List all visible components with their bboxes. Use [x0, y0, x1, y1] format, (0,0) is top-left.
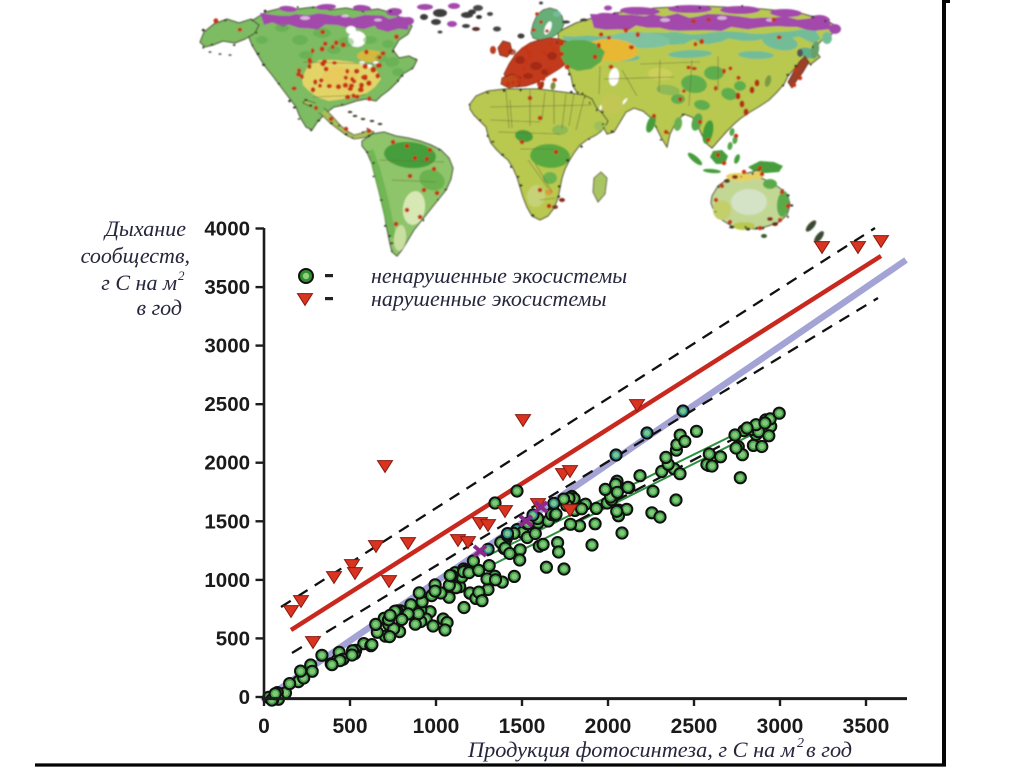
svg-text:4000: 4000 — [204, 218, 250, 241]
svg-text:Продукция фотосинтеза, г С на: Продукция фотосинтеза, г С на м — [467, 737, 795, 762]
svg-text:2500: 2500 — [204, 393, 250, 416]
svg-text:500: 500 — [216, 627, 250, 650]
svg-text:г С на м: г С на м — [101, 270, 177, 295]
svg-text:2000: 2000 — [585, 715, 632, 738]
svg-text:1000: 1000 — [413, 715, 460, 738]
svg-text:0: 0 — [239, 686, 250, 709]
svg-text:1500: 1500 — [204, 510, 250, 533]
svg-text:3500: 3500 — [204, 276, 250, 299]
svg-text:3000: 3000 — [204, 335, 250, 358]
svg-text:2000: 2000 — [204, 452, 250, 475]
svg-text:1000: 1000 — [204, 569, 250, 592]
svg-text:в год: в год — [806, 737, 852, 762]
svg-text:3500: 3500 — [843, 715, 890, 738]
svg-text:2500: 2500 — [671, 715, 718, 738]
svg-text:2: 2 — [178, 268, 185, 283]
svg-text:сообществ,: сообществ, — [81, 243, 190, 268]
svg-text:нарушенные экосистемы: нарушенные экосистемы — [371, 286, 607, 311]
svg-text:500: 500 — [332, 715, 367, 738]
svg-text:в год: в год — [137, 295, 182, 320]
svg-text:Дыхание: Дыхание — [103, 216, 186, 241]
svg-text:3000: 3000 — [757, 715, 804, 738]
svg-text:2: 2 — [797, 736, 804, 751]
svg-text:0: 0 — [258, 715, 270, 738]
svg-text:1500: 1500 — [499, 715, 546, 738]
svg-text:ненарушенные экосистемы: ненарушенные экосистемы — [371, 263, 627, 288]
